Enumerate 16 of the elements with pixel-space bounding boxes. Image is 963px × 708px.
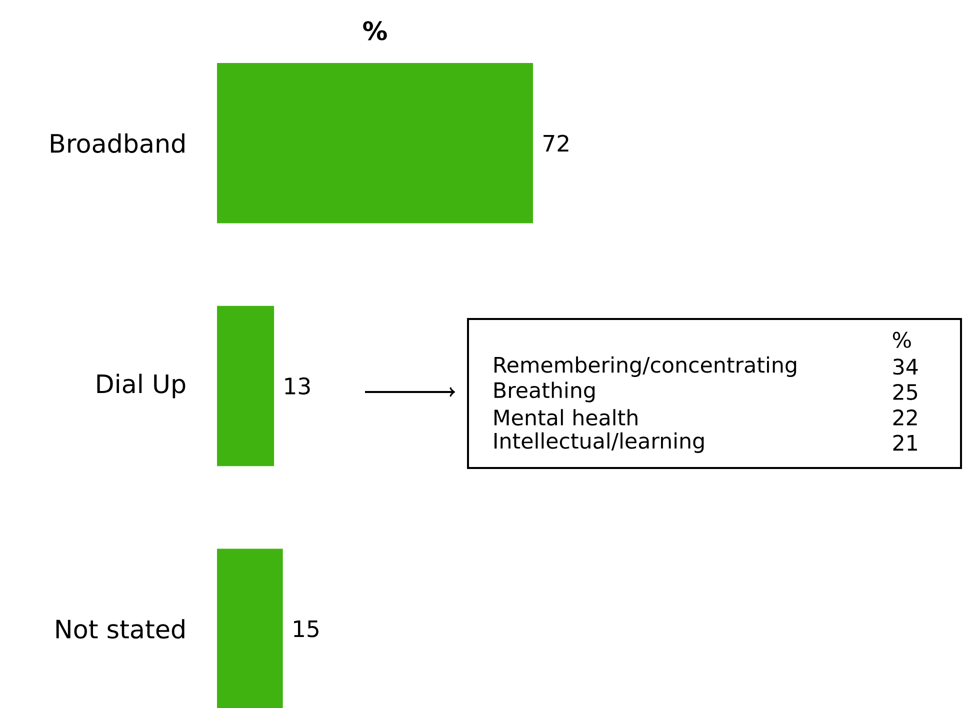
- data-label: 15: [294, 620, 318, 638]
- category-label: Mental health: [494, 409, 638, 426]
- data-label: 72: [544, 134, 568, 152]
- data-label: 25: [893, 384, 918, 400]
- y-tick-label: Dial Up: [97, 374, 186, 398]
- y-tick-label: Broadband: [51, 133, 184, 153]
- data-label: 34: [893, 358, 918, 375]
- category-label: Breathing: [494, 382, 595, 402]
- data-label: 22: [893, 409, 917, 426]
- data-label: 13: [285, 377, 310, 395]
- chart-title: %: [363, 21, 387, 40]
- text: %: [892, 332, 911, 348]
- data-label: 21: [893, 434, 917, 451]
- category-label: Intellectual/learning: [494, 432, 704, 453]
- y-tick-label: Not stated: [56, 619, 184, 639]
- category-label: Remembering/concentrating: [494, 356, 796, 377]
